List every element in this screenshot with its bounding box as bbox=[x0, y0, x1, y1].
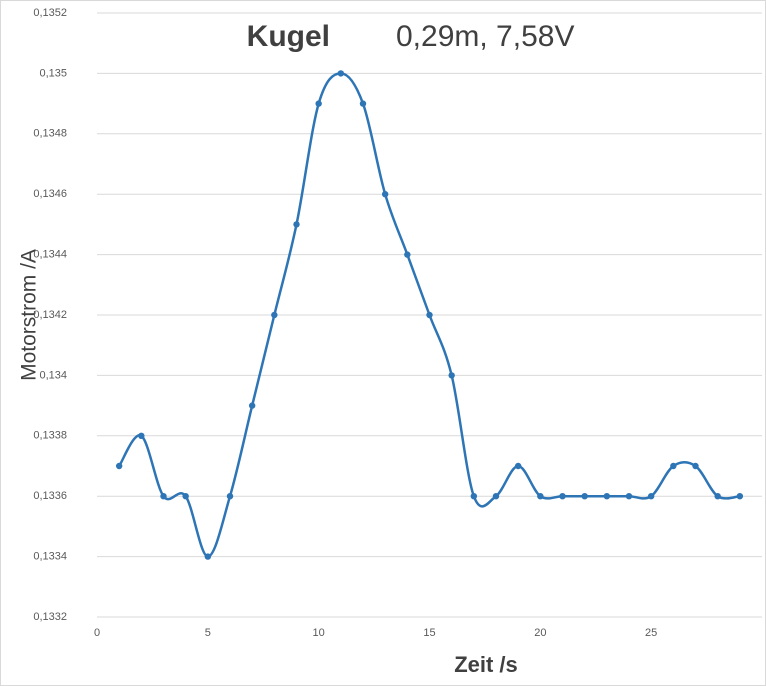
point bbox=[625, 493, 633, 500]
y-axis-label: Motorstrom /A bbox=[18, 249, 41, 381]
y-tick-label: 0,1348 bbox=[33, 128, 67, 140]
x-tick-label: 10 bbox=[313, 627, 325, 639]
point bbox=[647, 493, 655, 500]
point bbox=[559, 493, 566, 500]
point bbox=[537, 493, 544, 500]
point bbox=[603, 493, 611, 500]
y-tick-label: 0,1346 bbox=[33, 188, 67, 200]
y-tick-label: 0,134 bbox=[39, 369, 67, 381]
point bbox=[426, 311, 433, 319]
point bbox=[448, 372, 455, 379]
x-axis-label: Zeit /s bbox=[454, 652, 518, 677]
y-tick-label: 0,1352 bbox=[33, 7, 67, 19]
point bbox=[714, 493, 721, 500]
point bbox=[271, 311, 278, 319]
x-tick-label: 0 bbox=[94, 627, 100, 639]
point bbox=[404, 251, 411, 258]
point bbox=[470, 493, 478, 500]
point bbox=[204, 553, 212, 560]
title-rest: 0,29m, 7,58V bbox=[396, 20, 574, 53]
y-tick-label: 0,1344 bbox=[33, 249, 67, 261]
y-tick-label: 0,1332 bbox=[33, 611, 67, 623]
point bbox=[293, 221, 300, 228]
point bbox=[337, 70, 345, 77]
point bbox=[315, 100, 322, 107]
point bbox=[692, 462, 699, 470]
title-bold: Kugel bbox=[247, 20, 330, 53]
y-tick-label: 0,135 bbox=[39, 67, 67, 79]
point bbox=[160, 493, 167, 500]
point bbox=[226, 493, 234, 500]
y-tick-label: 0,1342 bbox=[33, 309, 67, 321]
point bbox=[381, 191, 389, 198]
y-tick-label: 0,1336 bbox=[33, 490, 67, 502]
point bbox=[492, 493, 500, 500]
y-tick-label: 0,1338 bbox=[33, 430, 67, 442]
point bbox=[359, 100, 367, 107]
point bbox=[115, 462, 123, 470]
point bbox=[182, 493, 189, 500]
point bbox=[138, 432, 145, 439]
point bbox=[670, 462, 677, 470]
y-tick-label: 0,1334 bbox=[33, 551, 67, 563]
x-tick-label: 5 bbox=[205, 627, 211, 639]
x-tick-label: 20 bbox=[534, 627, 546, 639]
point bbox=[581, 493, 588, 500]
x-tick-label: 15 bbox=[423, 627, 435, 639]
point bbox=[736, 493, 744, 500]
point bbox=[248, 402, 256, 409]
point bbox=[514, 462, 522, 470]
x-tick-label: 25 bbox=[645, 627, 657, 639]
